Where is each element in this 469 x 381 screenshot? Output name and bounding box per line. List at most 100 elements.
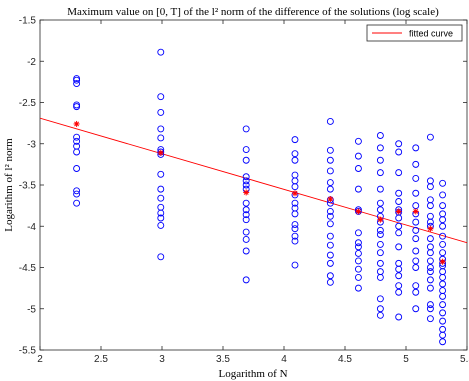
data-point [412,144,420,152]
data-point [412,264,420,271]
data-point [376,231,384,238]
data-point [242,228,250,236]
data-point [426,284,434,292]
data-point [326,207,334,215]
mean-marker [412,208,419,215]
mean-marker [73,120,80,127]
x-tick-label: 2 [37,354,43,365]
data-point [291,150,299,158]
data-point [73,103,81,111]
data-point [426,249,434,257]
data-point [242,247,250,255]
data-point [73,187,81,195]
data-point [242,125,250,133]
data-point [412,174,420,182]
data-point [354,239,362,247]
data-point [426,257,434,265]
data-point [242,216,250,224]
data-point [354,185,362,193]
y-tick-label: -3.5 [19,181,37,192]
data-point [354,257,362,265]
mean-marker [157,149,164,156]
data-point [242,146,250,153]
data-point [412,235,420,243]
data-point [439,216,447,224]
data-point [412,160,420,168]
data-point [376,226,384,234]
data-point [376,240,384,248]
data-point [157,170,165,178]
data-point [326,232,334,240]
y-tick-label: -5 [27,304,36,315]
data-point [439,273,447,281]
mean-marker [377,216,384,223]
data-point [291,156,299,164]
data-point [326,167,334,175]
data-point [439,317,447,325]
data-point [326,118,334,125]
mean-marker [395,208,402,215]
data-point [73,133,81,141]
data-point [376,169,384,177]
data-point [426,183,434,191]
data-point [376,185,384,193]
y-tick-label: -1.5 [19,16,37,27]
x-tick-label: 5 [403,354,409,365]
mean-marker [327,196,334,203]
data-point [242,206,250,214]
x-tick-label: 5.5 [460,354,469,365]
data-point [73,199,81,207]
data-point [354,165,362,172]
legend-box [366,24,463,42]
legend-fitted-curve-label: fitted curve [409,29,453,39]
data-point [395,222,403,230]
data-point [73,80,81,87]
data-point [73,76,81,84]
data-point [439,331,447,339]
y-tick-label: -4.5 [19,263,37,274]
data-point [426,315,434,323]
data-point [439,202,447,210]
data-point [291,199,299,207]
data-point [157,214,165,222]
data-point [326,220,334,228]
data-point [395,189,403,197]
data-point [412,288,420,296]
data-point [439,292,447,300]
data-point [439,338,447,346]
y-tick-label: -2.5 [19,98,37,109]
x-tick-label: 4 [281,354,287,365]
x-tick-label: 2.5 [94,354,108,365]
data-point [73,165,81,172]
data-point [426,264,434,271]
data-point [395,265,403,273]
data-point [326,241,334,249]
data-point [157,48,165,56]
data-point [157,125,165,133]
x-tick-label: 4.5 [338,354,352,365]
mean-marker [427,225,434,232]
data-point [291,183,299,191]
data-point [354,152,362,160]
data-point [73,148,81,156]
data-point [354,250,362,257]
data-point [242,276,250,284]
data-point [395,148,403,156]
data-point [242,211,250,219]
data-point [439,301,447,309]
data-point [326,179,334,186]
data-point [426,218,434,226]
data-point [157,194,165,202]
data-point [426,276,434,284]
data-point [426,268,434,276]
y-tick-label: -4 [27,222,36,233]
data-point [426,301,434,309]
data-point [354,284,362,292]
x-tick-label: 3.5 [216,354,230,365]
data-point [376,199,384,207]
data-point [354,265,362,273]
data-point [395,288,403,296]
data-point [354,137,362,145]
data-point [326,251,334,259]
